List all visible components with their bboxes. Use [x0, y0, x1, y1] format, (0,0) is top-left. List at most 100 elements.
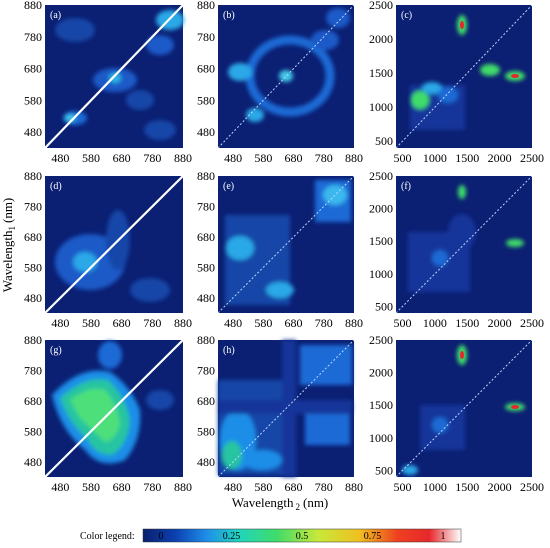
colorbar-tick-label: 0 [159, 531, 164, 542]
panel-f [395, 175, 533, 314]
y-tick-label: 580 [197, 93, 215, 107]
y-tick-label: 780 [24, 363, 42, 377]
x-tick-label: 2500 [520, 151, 544, 165]
x-tick-label: 680 [285, 480, 303, 494]
x-tick-label: 580 [82, 480, 100, 494]
y-tick-label: 580 [197, 260, 215, 274]
panel-label-d: (d) [50, 181, 62, 192]
y-tick-label: 2000 [369, 32, 393, 46]
x-tick-label: 1000 [423, 151, 447, 165]
y-tick-label: 580 [24, 93, 42, 107]
y-tick-label: 2500 [369, 169, 393, 183]
x-tick-label: 780 [315, 316, 333, 330]
x-tick-label: 2500 [520, 480, 544, 494]
y-tick-label: 1000 [369, 267, 393, 281]
x-tick-label: 480 [224, 316, 242, 330]
x-tick-label: 880 [174, 316, 192, 330]
x-tick-label: 2000 [488, 480, 512, 494]
panel-label-b: (b) [223, 10, 235, 21]
colorbar-tick-label: 0.5 [296, 531, 309, 542]
panel-label-h: (h) [223, 345, 235, 356]
x-tick-label: 680 [113, 151, 131, 165]
colorbar-tick-label: 0.25 [223, 531, 241, 542]
y-tick-label: 480 [24, 125, 42, 139]
x-tick-label: 1000 [423, 480, 447, 494]
y-tick-label: 780 [24, 30, 42, 44]
y-tick-label: 880 [197, 0, 215, 12]
colorbar-label: Color legend: [80, 531, 135, 542]
panel-label-f: (f) [401, 181, 411, 192]
x-tick-label: 580 [82, 151, 100, 165]
x-tick-label: 580 [254, 316, 272, 330]
y-tick-label: 680 [24, 230, 42, 244]
x-tick-label: 2000 [488, 151, 512, 165]
y-tick-label: 780 [197, 199, 215, 213]
panel-labels: (a) (b) (c) (d) (e) (f) (g) (h) [50, 10, 412, 356]
x-tick-label: 480 [51, 480, 69, 494]
x-tick-label: 580 [254, 480, 272, 494]
y-tick-label: 880 [197, 333, 215, 347]
x-tick-label: 580 [254, 151, 272, 165]
y-tick-label: 680 [197, 62, 215, 76]
y-tick-label: 880 [197, 169, 215, 183]
x-tick-label: 880 [345, 480, 363, 494]
panel-label-c: (c) [401, 10, 412, 21]
axis-ticks: 480 480 580 580 680 680 780 780 880 880 480 480 580 5… [24, 0, 544, 494]
panel-a [44, 4, 184, 149]
x-tick-label: 780 [143, 480, 161, 494]
y-tick-label: 480 [197, 125, 215, 139]
y-tick-label: 500 [375, 463, 393, 477]
x-tick-label: 1500 [455, 151, 479, 165]
y-tick-label: 2500 [369, 0, 393, 12]
y-tick-label: 500 [375, 299, 393, 313]
y-tick-label: 880 [24, 169, 42, 183]
x-tick-label: 780 [315, 151, 333, 165]
panel-d [44, 175, 184, 314]
y-axis-label: Wavelength1(nm) [0, 198, 17, 293]
colorbar-tick-label: 0.75 [364, 531, 382, 542]
y-tick-label: 580 [24, 424, 42, 438]
x-tick-label: 880 [345, 151, 363, 165]
panel-label-g: (g) [50, 345, 62, 356]
x-tick-label: 580 [82, 316, 100, 330]
x-tick-label: 500 [393, 151, 411, 165]
x-tick-label: 680 [285, 151, 303, 165]
x-tick-label: 680 [285, 316, 303, 330]
y-tick-label: 580 [24, 260, 42, 274]
y-tick-label: 2000 [369, 366, 393, 380]
y-tick-label: 1500 [369, 398, 393, 412]
colorbar-ticks: 0 0.25 0.5 0.75 1 [159, 531, 446, 542]
x-tick-label: 680 [113, 480, 131, 494]
y-tick-label: 780 [197, 30, 215, 44]
x-tick-label: 880 [174, 480, 192, 494]
x-tick-label: 480 [51, 316, 69, 330]
x-tick-label: 780 [143, 316, 161, 330]
y-tick-label: 780 [24, 199, 42, 213]
panel-e [217, 175, 355, 314]
y-tick-label: 680 [24, 62, 42, 76]
x-tick-label: 480 [51, 151, 69, 165]
y-tick-label: 880 [24, 0, 42, 12]
y-tick-label: 1500 [369, 234, 393, 248]
y-tick-label: 680 [197, 394, 215, 408]
y-tick-label: 680 [24, 394, 42, 408]
y-tick-label: 780 [197, 363, 215, 377]
y-tick-label: 1500 [369, 66, 393, 80]
panel-i [395, 339, 533, 478]
y-tick-label: 580 [197, 424, 215, 438]
x-tick-label: 2500 [520, 316, 544, 330]
y-tick-label: 2000 [369, 202, 393, 216]
y-tick-label: 500 [375, 134, 393, 148]
x-tick-label: 500 [393, 480, 411, 494]
x-tick-label: 2000 [488, 316, 512, 330]
x-tick-label: 1500 [455, 316, 479, 330]
x-axis-label: Wavelength 2 (nm) [232, 495, 329, 512]
y-tick-label: 880 [24, 333, 42, 347]
y-tick-label: 480 [197, 455, 215, 469]
y-tick-label: 480 [197, 291, 215, 305]
x-tick-label: 480 [224, 480, 242, 494]
panel-g [44, 339, 184, 478]
panel-b [217, 4, 355, 149]
x-tick-label: 480 [224, 151, 242, 165]
